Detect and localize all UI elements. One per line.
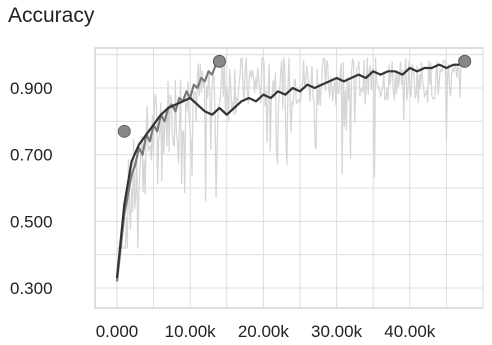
y-tick-label: 0.900 [10, 79, 53, 98]
x-tick-label: 20.00k [238, 322, 290, 341]
chart-title: Accuracy [8, 4, 95, 27]
y-axis-ticks: 0.300 0.500 0.700 0.900 [10, 79, 53, 298]
series-layer [115, 60, 466, 282]
series-end-marker-2 [458, 54, 472, 68]
x-tick-label: 30.00k [311, 322, 363, 341]
raw-series [116, 57, 462, 249]
series-line-2 [115, 60, 466, 279]
x-tick-label: 10.00k [165, 322, 217, 341]
y-tick-label: 0.700 [10, 146, 53, 165]
y-tick-label: 0.300 [10, 279, 53, 298]
marker-layer [117, 54, 472, 138]
x-tick-label: 40.00k [384, 322, 436, 341]
x-tick-label: 0.000 [96, 322, 139, 341]
raw-series-line [116, 57, 462, 249]
y-tick-label: 0.500 [10, 212, 53, 231]
series-end-marker-1 [212, 54, 226, 68]
x-axis-ticks: 0.000 10.00k 20.00k 30.00k 40.00k [96, 322, 436, 341]
series-start-marker [117, 124, 131, 138]
